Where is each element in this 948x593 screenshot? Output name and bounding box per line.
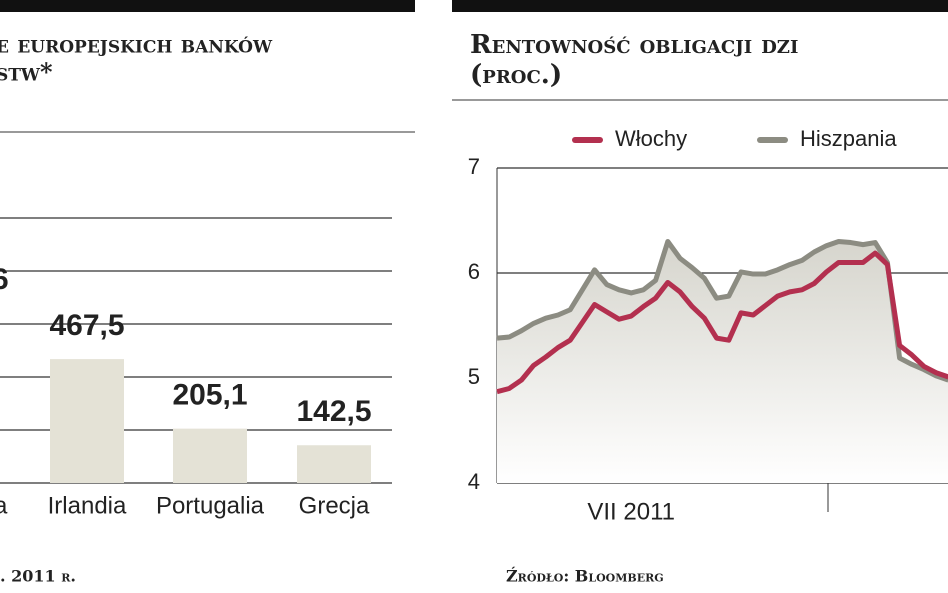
header-bar (0, 0, 415, 12)
chart-title: stw* (0, 58, 53, 87)
bar (50, 359, 124, 483)
header-bar (452, 0, 948, 12)
line (496, 250, 948, 395)
y-tick-label: 5 (468, 364, 480, 389)
y-tick-label: 4 (468, 469, 480, 494)
legend-label: Hiszpania (800, 126, 897, 151)
value-label: 205,1 (172, 379, 247, 412)
chart-title: e europejskich banków (0, 30, 273, 59)
x-tick-label: a (0, 492, 8, 519)
x-tick-label: Irlandia (48, 492, 127, 519)
area (497, 241, 948, 483)
chart-subtitle: (proc.) (470, 60, 562, 90)
x-tick-label: Portugalia (156, 492, 265, 519)
bar (297, 445, 371, 483)
x-tick-label: VII 2011 (587, 498, 675, 525)
footer: . 2011 r. (0, 567, 76, 586)
line (496, 239, 948, 383)
value-label: 142,5 (296, 395, 371, 428)
bar (173, 428, 247, 483)
y-tick-label: 7 (468, 154, 480, 179)
chart-title: Rentowność obligacji dzi (470, 30, 798, 60)
legend-label: Włochy (615, 126, 687, 151)
x-tick-label: Grecja (299, 492, 370, 519)
y-tick-label: 6 (468, 259, 480, 284)
value-label: 6 (0, 263, 9, 296)
source: Źródło: Bloomberg (506, 566, 664, 586)
value-label: 467,5 (49, 309, 124, 342)
